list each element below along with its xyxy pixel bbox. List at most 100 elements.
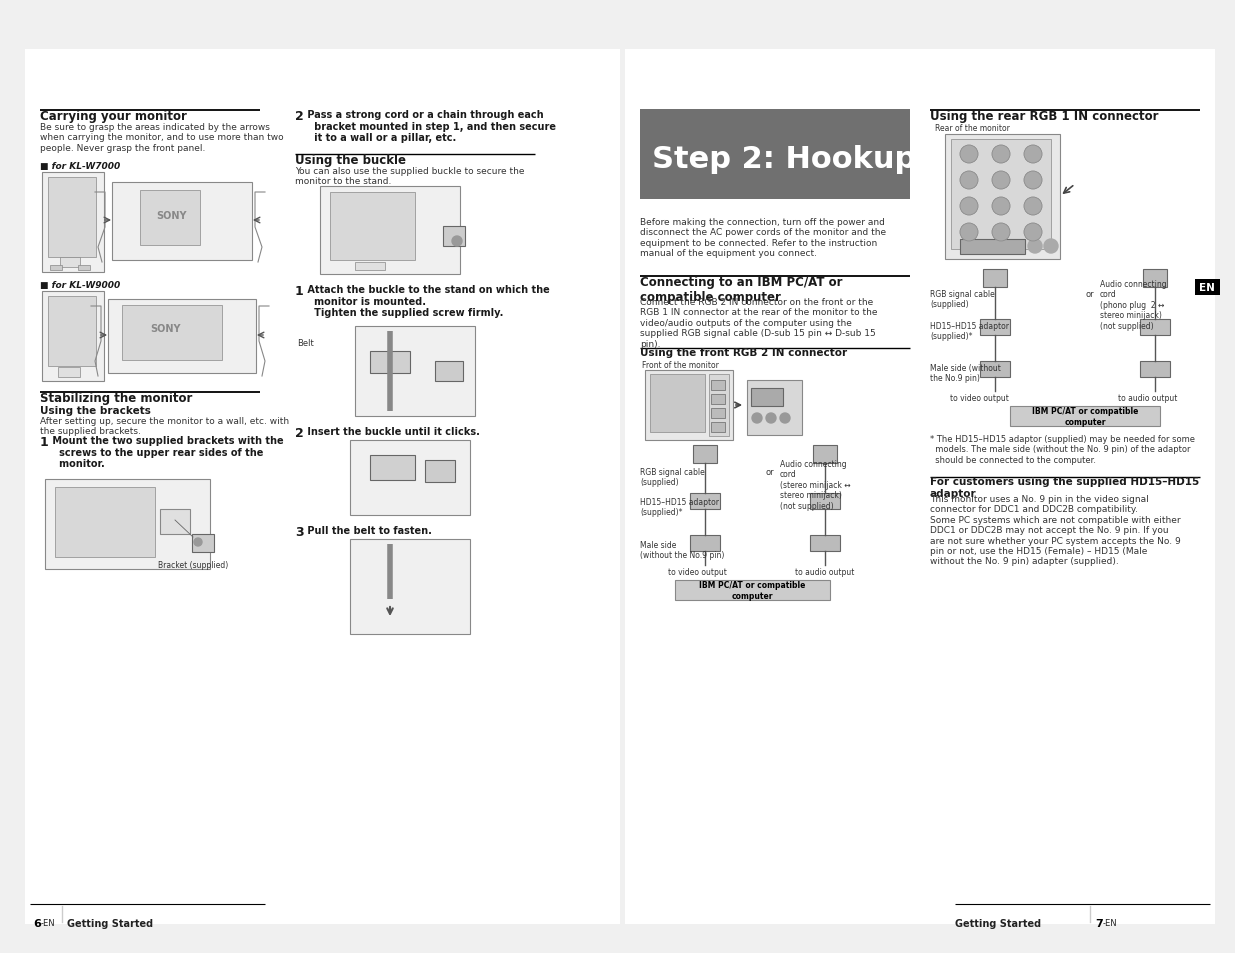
Text: SONY: SONY: [149, 324, 180, 334]
Bar: [813, 446, 837, 463]
Text: Audio connecting
cord
(phono plug  2 ↔
stereo minijack)
(not supplied): Audio connecting cord (phono plug 2 ↔ st…: [1100, 280, 1167, 331]
Circle shape: [781, 414, 790, 423]
Text: Getting Started: Getting Started: [67, 918, 153, 928]
Text: Front of the monitor: Front of the monitor: [642, 360, 719, 370]
Text: RGB signal cable
(supplied): RGB signal cable (supplied): [640, 468, 705, 487]
Bar: [350, 539, 471, 635]
Bar: [676, 580, 830, 600]
Bar: [112, 183, 252, 261]
Text: After setting up, secure the monitor to a wall, etc. with
the supplied brackets.: After setting up, secure the monitor to …: [40, 416, 289, 436]
Circle shape: [1024, 172, 1042, 190]
Bar: [370, 456, 415, 480]
Text: Male side
(without the No.9 pin): Male side (without the No.9 pin): [640, 540, 725, 559]
Text: Using the brackets: Using the brackets: [40, 406, 151, 416]
Circle shape: [960, 224, 978, 242]
Text: Pull the belt to fasten.: Pull the belt to fasten.: [304, 525, 432, 536]
Circle shape: [1024, 198, 1042, 215]
Text: Using the front RGB 2 IN connector: Using the front RGB 2 IN connector: [640, 348, 847, 357]
Bar: [330, 193, 415, 261]
Text: -EN: -EN: [41, 918, 56, 927]
Circle shape: [992, 146, 1010, 164]
Circle shape: [752, 414, 762, 423]
Bar: [42, 172, 104, 273]
Text: Insert the buckle until it clicks.: Insert the buckle until it clicks.: [304, 427, 480, 436]
Bar: [161, 510, 190, 535]
Circle shape: [960, 198, 978, 215]
Bar: [122, 306, 222, 360]
Text: 2: 2: [295, 427, 304, 439]
Text: Connecting to an IBM PC/AT or
compatible computer: Connecting to an IBM PC/AT or compatible…: [640, 275, 842, 304]
Text: 7: 7: [1095, 918, 1103, 928]
Text: to audio output: to audio output: [1118, 394, 1177, 402]
Bar: [140, 191, 200, 246]
Text: SONY: SONY: [156, 211, 186, 221]
Text: ■ for KL-W9000: ■ for KL-W9000: [40, 281, 120, 290]
Bar: [711, 380, 725, 391]
Bar: [44, 479, 210, 569]
Bar: [981, 319, 1010, 335]
Text: RGB signal cable
(supplied): RGB signal cable (supplied): [930, 290, 994, 309]
Bar: [810, 536, 840, 552]
Bar: [709, 375, 729, 436]
Circle shape: [992, 224, 1010, 242]
Text: HD15–HD15 adaptor
(supplied)*: HD15–HD15 adaptor (supplied)*: [640, 497, 719, 517]
Bar: [951, 140, 1051, 250]
Text: Bracket (supplied): Bracket (supplied): [158, 560, 228, 569]
Text: Using the rear RGB 1 IN connector: Using the rear RGB 1 IN connector: [930, 110, 1158, 123]
Bar: [25, 50, 620, 924]
Text: Attach the buckle to the stand on which the
   monitor is mounted.
   Tighten th: Attach the buckle to the stand on which …: [304, 285, 550, 318]
Text: or: or: [1086, 290, 1094, 298]
Text: Stabilizing the monitor: Stabilizing the monitor: [40, 392, 193, 405]
Circle shape: [766, 414, 776, 423]
Bar: [810, 494, 840, 510]
Bar: [981, 361, 1010, 377]
Bar: [354, 263, 385, 271]
Text: to video output: to video output: [668, 567, 727, 577]
Text: 2: 2: [295, 110, 304, 123]
Circle shape: [1028, 240, 1042, 253]
Bar: [56, 488, 156, 558]
Bar: [370, 352, 410, 374]
Text: Pass a strong cord or a chain through each
   bracket mounted in step 1, and the: Pass a strong cord or a chain through ea…: [304, 110, 556, 143]
Bar: [191, 535, 214, 553]
Text: IBM PC/AT or compatible
computer: IBM PC/AT or compatible computer: [699, 580, 805, 600]
Bar: [640, 110, 910, 200]
Text: IBM PC/AT or compatible
computer: IBM PC/AT or compatible computer: [1031, 407, 1139, 426]
Text: Carrying your monitor: Carrying your monitor: [40, 110, 186, 123]
Bar: [690, 494, 720, 510]
Bar: [983, 270, 1007, 288]
Text: Mount the two supplied brackets with the
   screws to the upper rear sides of th: Mount the two supplied brackets with the…: [49, 436, 284, 469]
Bar: [711, 409, 725, 418]
Circle shape: [992, 198, 1010, 215]
Bar: [58, 368, 80, 377]
Text: Belt: Belt: [296, 338, 314, 348]
Bar: [350, 440, 471, 516]
Bar: [61, 257, 80, 268]
Bar: [747, 380, 802, 436]
Bar: [1140, 319, 1170, 335]
Text: ■ for KL-W7000: ■ for KL-W7000: [40, 162, 120, 171]
Bar: [711, 395, 725, 405]
Bar: [751, 389, 783, 407]
Bar: [1195, 280, 1220, 295]
Bar: [435, 361, 463, 381]
Text: Male side (without
the No.9 pin): Male side (without the No.9 pin): [930, 364, 1000, 383]
Text: You can also use the supplied buckle to secure the
monitor to the stand.: You can also use the supplied buckle to …: [295, 167, 525, 186]
Text: 1: 1: [40, 436, 48, 449]
Text: This monitor uses a No. 9 pin in the video signal
connector for DDC1 and DDC2B c: This monitor uses a No. 9 pin in the vid…: [930, 495, 1181, 566]
Circle shape: [960, 172, 978, 190]
Text: Audio connecting
cord
(stereo minijack ↔
stereo minijack)
(not supplied): Audio connecting cord (stereo minijack ↔…: [781, 459, 851, 510]
Circle shape: [452, 236, 462, 247]
Text: Step 2: Hookup: Step 2: Hookup: [652, 144, 916, 173]
Circle shape: [1044, 240, 1058, 253]
Bar: [960, 240, 1025, 254]
Bar: [711, 422, 725, 433]
Text: to video output: to video output: [950, 394, 1009, 402]
Text: Getting Started: Getting Started: [955, 918, 1041, 928]
Text: Rear of the monitor: Rear of the monitor: [935, 124, 1010, 132]
Text: Before making the connection, turn off the power and
disconnect the AC power cor: Before making the connection, turn off t…: [640, 218, 887, 258]
Text: Connect the RGB 2 IN connector on the front or the
RGB 1 IN connector at the rea: Connect the RGB 2 IN connector on the fr…: [640, 297, 878, 348]
Bar: [645, 371, 734, 440]
Text: * The HD15–HD15 adaptor (supplied) may be needed for some
  models. The male sid: * The HD15–HD15 adaptor (supplied) may b…: [930, 435, 1195, 464]
Text: or: or: [764, 468, 773, 476]
